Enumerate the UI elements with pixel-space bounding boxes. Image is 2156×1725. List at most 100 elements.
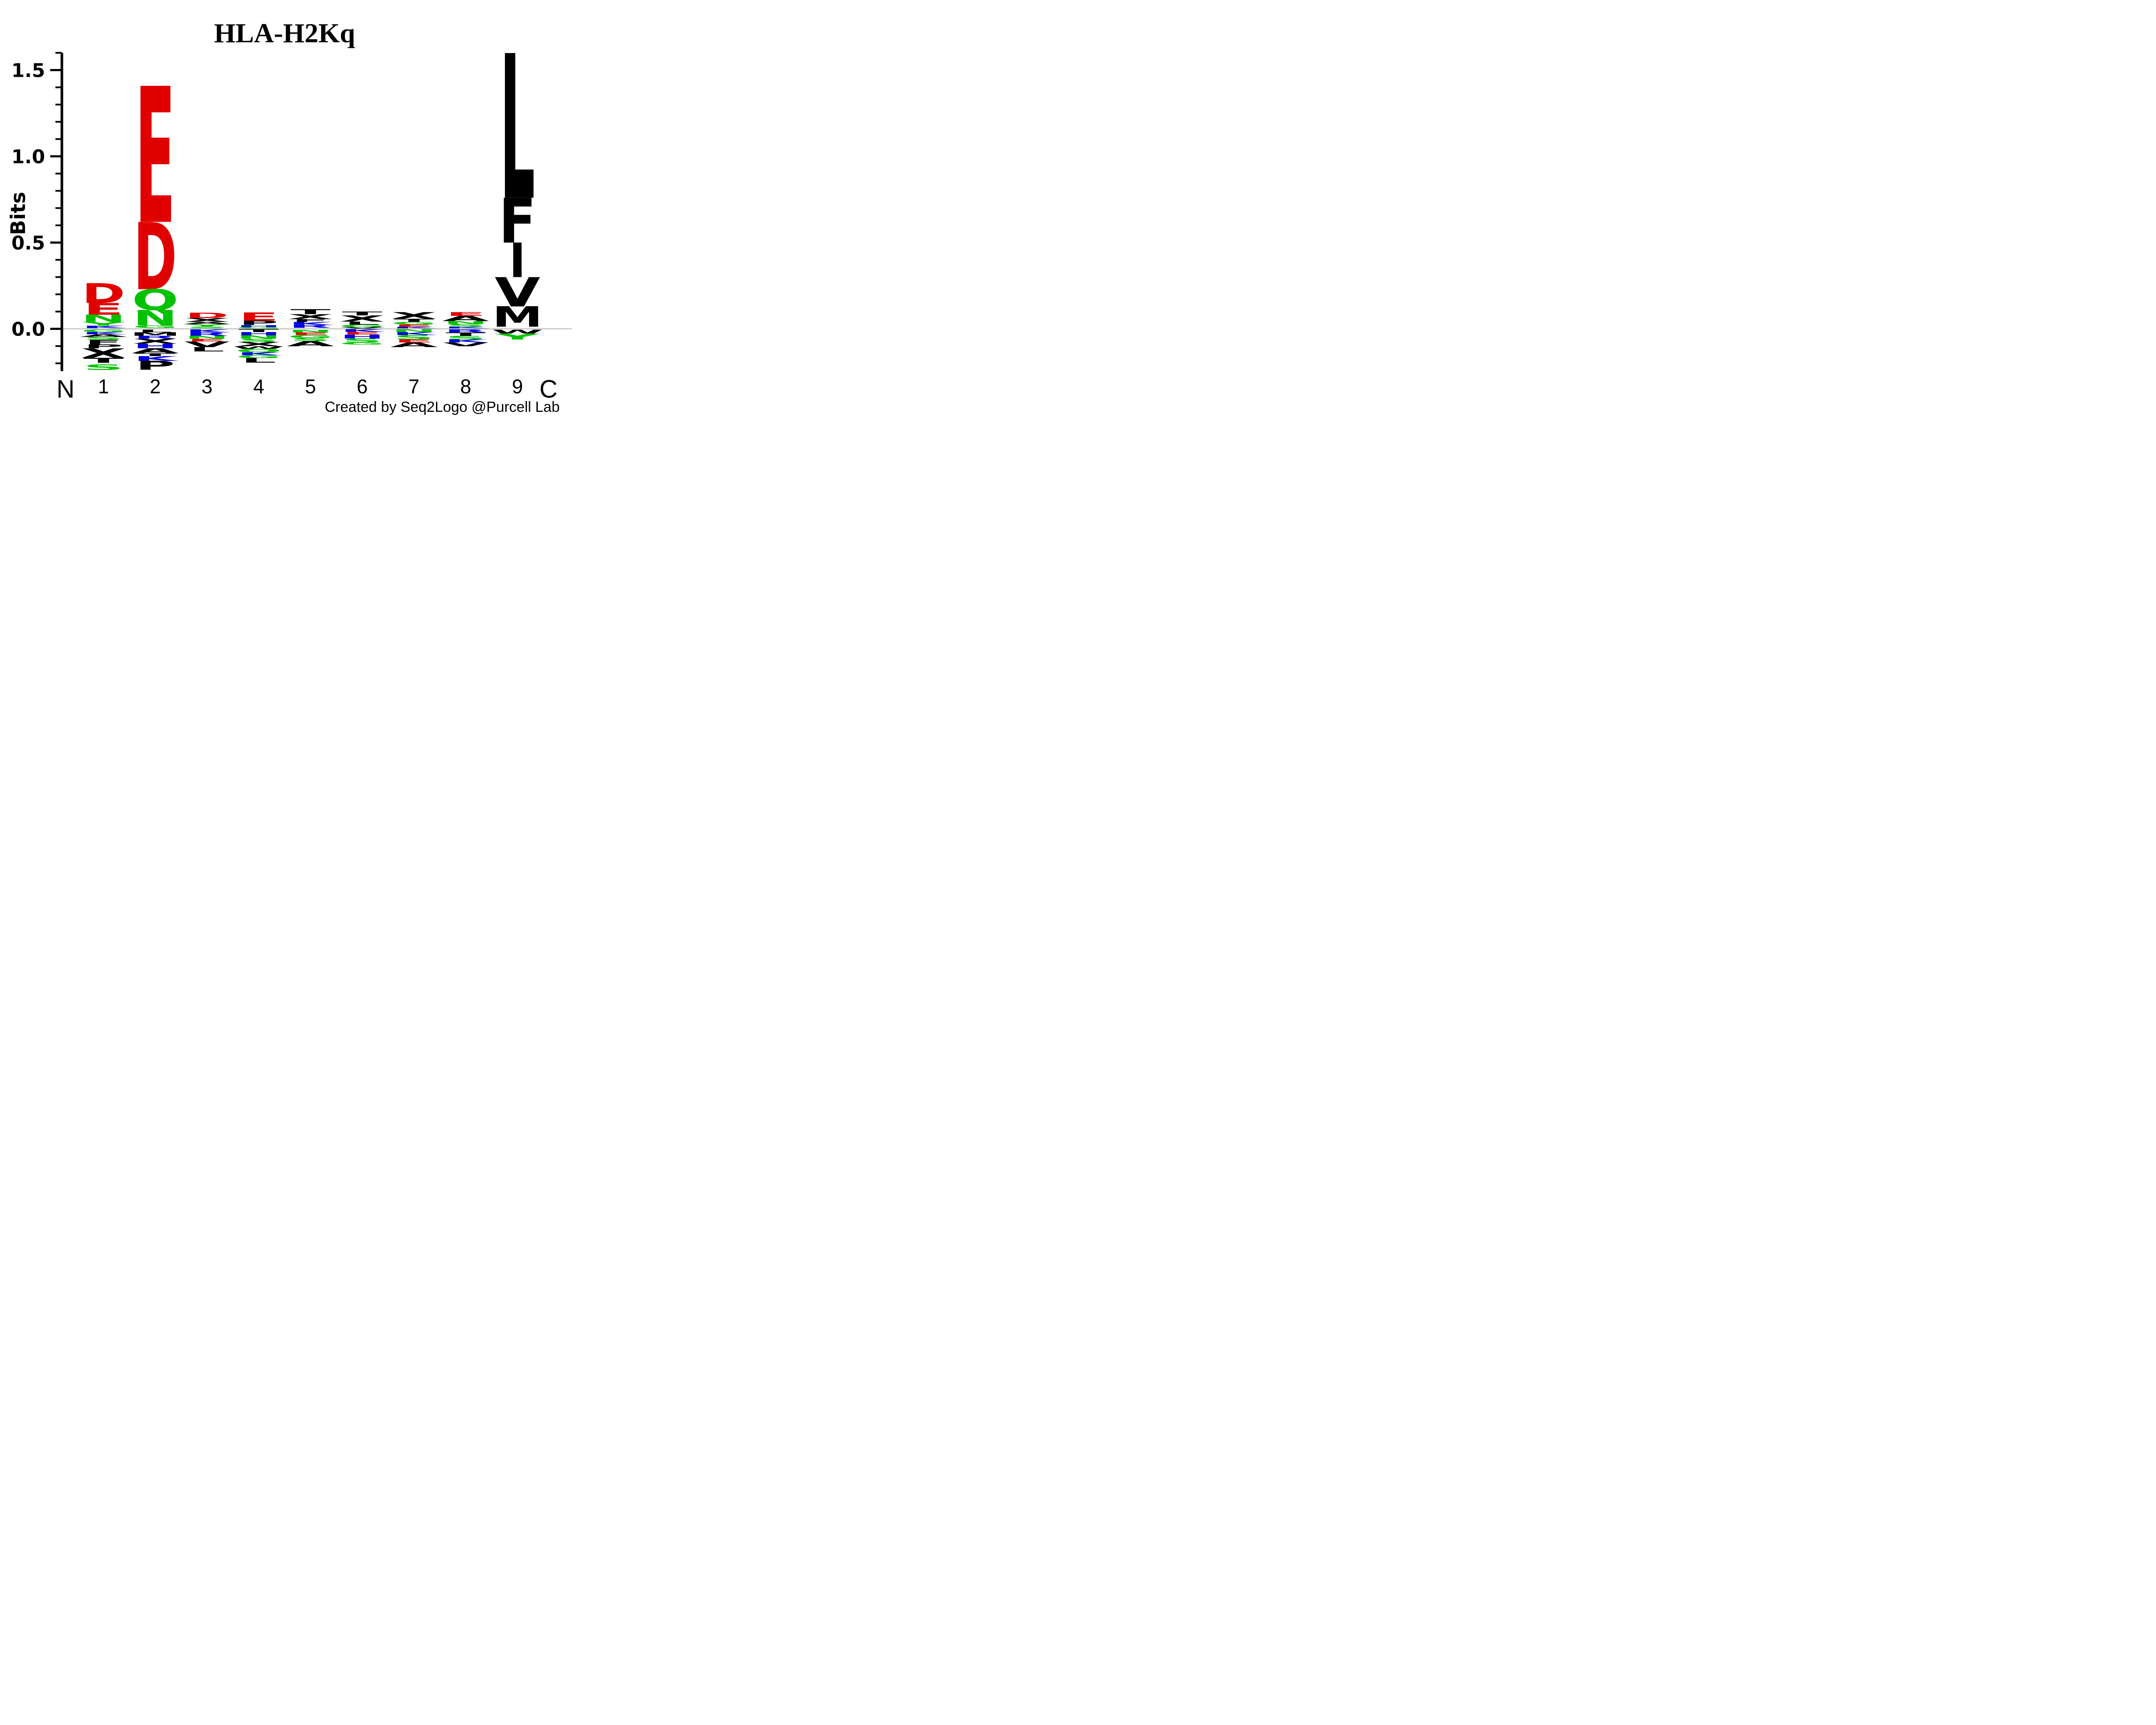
- logo-letter-p2-K: K: [134, 355, 179, 363]
- logo-letter-p3-V: V: [184, 340, 230, 349]
- logo-letter-p9-L: L: [500, 13, 535, 245]
- logo-letter-p3-A: A: [183, 321, 231, 325]
- logo-letter-p2-N: N: [133, 306, 177, 331]
- logo-letter-p6-T: T: [342, 310, 382, 317]
- logo-letter-p5-G: G: [288, 334, 333, 339]
- logo-letter-p2-P: P: [135, 359, 175, 373]
- logo-letter-p6-G: G: [339, 324, 385, 328]
- logo-letter-p4-H: H: [236, 331, 281, 337]
- logo-letter-p4-X: X: [236, 341, 282, 348]
- logo-letter-p7-X: X: [391, 310, 437, 321]
- y-tick-label-0.0: 0.0: [12, 319, 45, 341]
- logo-letter-p1-D: D: [82, 278, 125, 310]
- logo-letter-p7-G: G: [391, 321, 437, 326]
- logo-letter-p2-Q: Q: [132, 283, 179, 317]
- logo-letter-p7-E: E: [394, 324, 434, 327]
- logo-stacks: DENYKGKASFPXTSEDQNGLMRXHATKPDXAYSKRNEVLE…: [80, 13, 543, 373]
- logo-letter-p3-D: D: [185, 311, 229, 320]
- x-label-2: 2: [150, 375, 161, 398]
- logo-letter-p4-S: S: [238, 338, 279, 343]
- logo-letter-p4-Q: Q: [235, 348, 282, 354]
- logo-letter-p1-A: A: [80, 334, 128, 338]
- logo-letter-p2-D: D: [134, 204, 177, 311]
- logo-letter-p3-K: K: [185, 329, 231, 334]
- x-label-8: 8: [460, 375, 471, 398]
- logo-letter-p1-G: G: [81, 329, 126, 333]
- logo-letter-p8-V: V: [443, 342, 489, 348]
- logo-letter-p6-V: V: [339, 327, 385, 329]
- x-label-n-terminus: N: [56, 375, 75, 403]
- logo-letter-p1-S: S: [83, 336, 124, 341]
- logo-letter-p4-H: H: [236, 324, 281, 328]
- logo-letter-p4-P: P: [239, 320, 278, 326]
- logo-letter-p6-E: E: [342, 331, 382, 336]
- y-tick-label-0.5: 0.5: [12, 232, 45, 254]
- seq2logo-chart: HLA-H2Kq1.51.00.50.0BitsDENYKGKASFPXTSED…: [6, 13, 572, 415]
- logo-letter-p2-R: R: [134, 335, 177, 340]
- logo-letter-p3-E: E: [187, 338, 227, 342]
- logo-letter-p1-Y: Y: [81, 321, 127, 327]
- logo-letter-p9-V: V: [495, 269, 540, 316]
- logo-letter-p3-X: X: [184, 317, 230, 323]
- logo-letter-p5-X: X: [288, 313, 333, 320]
- x-axis-labels: 1 2 3 4 5 6 7 8 9 N C: [56, 375, 558, 403]
- logo-letter-p5-E: E: [290, 332, 331, 336]
- logo-letter-p1-N: N: [81, 313, 125, 325]
- logo-letter-p6-H: H: [340, 333, 384, 340]
- logo-letter-p5-A: A: [287, 340, 335, 348]
- logo-letter-p9-I: I: [509, 233, 526, 288]
- logo-letter-p8-E: E: [445, 311, 486, 317]
- logo-letter-p7-K: K: [392, 326, 438, 329]
- logo-letter-p4-G: G: [236, 354, 282, 359]
- logo-letter-p1-F: F: [85, 339, 122, 346]
- logo-letter-p1-S: S: [83, 363, 124, 372]
- logo-letter-p9-W: W: [492, 329, 543, 335]
- x-label-6: 6: [357, 375, 368, 398]
- logo-letter-p1-X: X: [81, 346, 126, 361]
- logo-letter-p4-T: T: [238, 328, 279, 333]
- logo-letter-p5-T: T: [290, 308, 331, 316]
- x-label-5: 5: [305, 375, 316, 398]
- logo-letter-p9-Y: Y: [495, 332, 540, 342]
- logo-letter-p5-R: R: [289, 324, 332, 329]
- logo-letter-p5-N: N: [288, 329, 332, 333]
- logo-letter-p8-S: S: [445, 335, 486, 341]
- logo-letter-p3-R: R: [185, 332, 229, 337]
- attribution-text: Created by Seq2Logo @Purcell Lab: [325, 399, 560, 415]
- logo-letter-p3-N: N: [185, 335, 229, 340]
- logo-letter-p4-K: K: [237, 351, 283, 356]
- logo-letter-p2-H: H: [133, 342, 177, 350]
- x-label-9: 9: [512, 375, 523, 398]
- logo-letter-p4-G: G: [236, 327, 282, 329]
- y-tick-label-1.5: 1.5: [12, 60, 45, 82]
- logo-letter-p1-E: E: [83, 300, 124, 318]
- logo-letter-p5-S: S: [290, 337, 331, 342]
- logo-letter-p1-P: P: [84, 344, 123, 350]
- logo-letter-p2-M: M: [130, 331, 181, 337]
- logo-letter-p2-E: E: [135, 49, 175, 267]
- logo-letter-p3-S: S: [187, 326, 227, 329]
- x-label-4: 4: [253, 375, 264, 398]
- logo-letter-p8-S: S: [445, 323, 486, 328]
- logo-letter-p9-F: F: [499, 186, 536, 258]
- logo-letter-p4-E: E: [238, 310, 279, 324]
- logo-letter-p1-T: T: [83, 357, 124, 364]
- logo-letter-p6-G: G: [339, 342, 385, 345]
- logo-letter-p7-T: T: [394, 318, 435, 323]
- logo-letter-p1-K: K: [82, 325, 128, 329]
- logo-letter-p5-F: F: [292, 318, 329, 323]
- logo-letter-p2-L: L: [138, 329, 173, 333]
- logo-letter-p8-A: A: [442, 314, 490, 323]
- logo-letter-p3-L: L: [189, 346, 225, 353]
- logo-letter-p6-S: S: [342, 337, 382, 344]
- logo-letter-p7-N: N: [392, 329, 436, 333]
- logo-letter-p8-K: K: [444, 326, 489, 329]
- logo-letter-p1-K: K: [82, 331, 128, 335]
